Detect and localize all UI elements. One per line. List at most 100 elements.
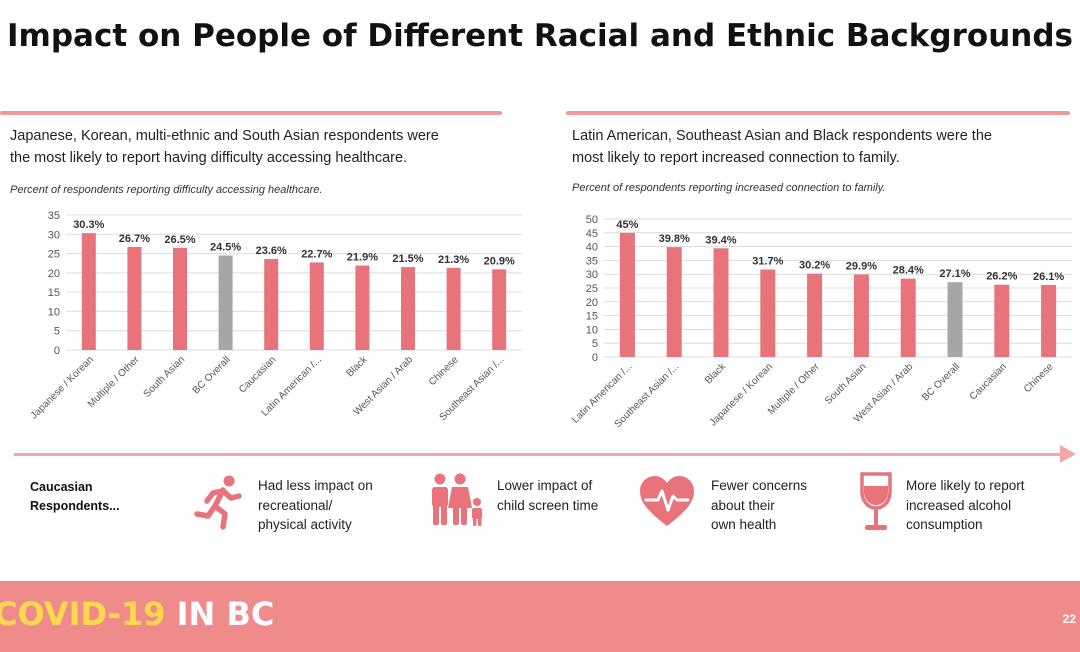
footer-logo-text: COVID-19 IN BC xyxy=(0,595,274,633)
bar xyxy=(947,282,963,357)
right-headline-line1: Latin American, Southeast Asian and Blac… xyxy=(572,128,992,144)
left-headline-line1: Japanese, Korean, multi-ethnic and South… xyxy=(10,128,439,144)
left-subhead: Percent of respondents reporting difficu… xyxy=(10,184,323,196)
page-title: Impact on People of Different Racial and… xyxy=(7,18,1073,54)
bar xyxy=(853,274,869,357)
y-tick-label: 25 xyxy=(586,283,598,295)
data-label: 21.5% xyxy=(392,253,423,265)
right-subhead: Percent of respondents reporting increas… xyxy=(572,182,886,194)
timeline-arrow-head xyxy=(1060,445,1076,463)
data-label: 27.1% xyxy=(939,268,970,280)
bar xyxy=(492,269,507,350)
bar xyxy=(309,262,324,350)
data-label: 21.9% xyxy=(347,252,378,264)
bar xyxy=(713,248,729,357)
y-tick-label: 20 xyxy=(48,268,60,280)
bar xyxy=(127,247,142,350)
y-tick-label: 35 xyxy=(586,255,598,267)
data-label: 23.6% xyxy=(256,245,287,257)
category-label: Black xyxy=(344,354,370,380)
bar xyxy=(81,233,96,350)
runner-text-line3: physical activity xyxy=(258,517,352,532)
category-label: BC Overall xyxy=(191,354,233,396)
category-label: South Asian xyxy=(823,361,869,407)
timeline-arrow-line xyxy=(14,453,1064,456)
data-label: 30.3% xyxy=(73,219,104,231)
data-label: 30.2% xyxy=(799,260,830,272)
y-tick-label: 50 xyxy=(586,214,598,226)
data-label: 26.2% xyxy=(986,271,1017,283)
heart-pulse-icon xyxy=(639,476,695,528)
left-headline-line2: the most likely to report having difficu… xyxy=(10,150,408,166)
y-tick-label: 25 xyxy=(48,249,60,261)
wine-text-line3: consumption xyxy=(906,517,983,532)
caucasian-label: Caucasian Respondents... xyxy=(30,478,120,516)
family-icon xyxy=(428,472,486,528)
left-bar-chart: 0 5 10 15 20 25 30 35 30.3% Japanese / Korean 26.7… xyxy=(29,210,522,423)
data-label: 29.9% xyxy=(846,260,877,272)
heart-text-line3: own health xyxy=(711,517,777,532)
bar xyxy=(446,267,461,350)
data-label: 31.7% xyxy=(752,256,783,268)
heart-text: Fewer concerns about their own health xyxy=(711,476,807,535)
runner-icon xyxy=(193,474,245,532)
data-label: 39.8% xyxy=(659,233,690,245)
bar xyxy=(401,267,415,350)
footer-covid: COVID-19 xyxy=(0,595,166,633)
bar xyxy=(900,278,916,357)
wine-glass-icon xyxy=(860,472,892,532)
data-label: 20.9% xyxy=(484,255,515,267)
family-text-line1: Lower impact of xyxy=(497,478,593,493)
right-headline: Latin American, Southeast Asian and Blac… xyxy=(572,125,992,169)
caucasian-label-line1: Caucasian xyxy=(30,480,93,494)
wine-text-line1: More likely to report xyxy=(906,478,1025,493)
y-tick-label: 30 xyxy=(586,269,598,281)
footer-bar xyxy=(0,581,1080,652)
data-label: 26.7% xyxy=(119,233,150,245)
heart-text-line1: Fewer concerns xyxy=(711,478,808,493)
y-tick-label: 40 xyxy=(586,242,598,254)
category-label: Japanese / Korean xyxy=(29,354,96,421)
data-label: 26.5% xyxy=(164,234,195,246)
category-label: Chinese xyxy=(427,354,461,388)
y-tick-label: 10 xyxy=(48,306,60,318)
bar xyxy=(619,232,635,357)
caucasian-label-line2: Respondents... xyxy=(30,499,120,513)
bar xyxy=(666,247,682,357)
y-tick-label: 35 xyxy=(48,210,60,222)
category-label: Caucasian xyxy=(968,361,1009,402)
bar xyxy=(218,255,233,350)
bar xyxy=(355,265,370,350)
footer-inbc: IN BC xyxy=(165,595,275,633)
runner-text-line1: Had less impact on xyxy=(258,478,373,493)
page-number: 22 xyxy=(1062,612,1076,626)
family-text: Lower impact of child screen time xyxy=(497,476,598,515)
category-label: Caucasian xyxy=(237,354,278,395)
data-label: 21.3% xyxy=(438,254,469,266)
y-tick-label: 30 xyxy=(48,229,60,241)
y-tick-label: 5 xyxy=(54,326,60,338)
right-rule xyxy=(566,111,1070,115)
family-text-line2: child screen time xyxy=(497,497,599,513)
wine-text: More likely to report increased alcohol … xyxy=(906,476,1025,535)
y-tick-label: 0 xyxy=(54,345,60,357)
bar xyxy=(760,269,776,357)
data-label: 26.1% xyxy=(1033,271,1064,283)
bar xyxy=(807,273,823,357)
heart-text-line2: about their xyxy=(711,497,775,513)
category-label: Black xyxy=(703,361,729,387)
runner-text: Had less impact on recreational/ physica… xyxy=(258,476,373,535)
data-label: 22.7% xyxy=(301,248,332,260)
bar xyxy=(1041,284,1057,357)
runner-text-line2: recreational/ xyxy=(258,497,333,513)
category-label: South Asian xyxy=(142,354,188,400)
y-tick-label: 15 xyxy=(586,311,598,323)
category-label: Chinese xyxy=(1022,361,1056,395)
data-label: 39.4% xyxy=(705,234,736,246)
bar xyxy=(264,258,279,350)
bar xyxy=(994,284,1010,357)
left-headline: Japanese, Korean, multi-ethnic and South… xyxy=(10,125,439,169)
bar xyxy=(173,247,187,350)
wine-text-line2: increased alcohol xyxy=(906,497,1012,513)
